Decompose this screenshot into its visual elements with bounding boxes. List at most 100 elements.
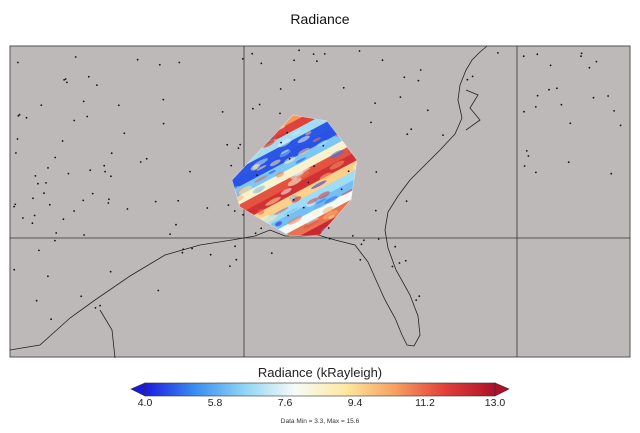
city-marker (18, 113, 21, 116)
city-marker (235, 258, 238, 261)
city-marker (592, 96, 595, 99)
city-marker (139, 161, 142, 163)
city-marker (497, 52, 499, 54)
city-marker (280, 141, 282, 144)
city-marker (17, 61, 19, 64)
city-marker (536, 94, 539, 97)
city-marker (33, 214, 36, 217)
city-marker (312, 53, 315, 55)
city-marker (595, 60, 598, 63)
city-marker (536, 53, 539, 56)
city-marker (419, 69, 422, 71)
city-marker (251, 52, 254, 55)
city-marker (83, 234, 85, 236)
city-marker (556, 87, 558, 90)
city-marker (206, 207, 209, 209)
city-marker (322, 144, 325, 147)
city-marker (62, 218, 65, 221)
city-marker (13, 205, 16, 208)
swath-band (232, 151, 357, 236)
city-marker (64, 78, 67, 80)
city-marker (32, 197, 34, 200)
city-marker (293, 79, 296, 81)
city-marker (522, 55, 525, 58)
city-marker (323, 53, 326, 55)
city-marker (110, 152, 113, 155)
city-marker (162, 98, 165, 101)
city-marker (17, 115, 20, 117)
city-marker (279, 112, 281, 115)
city-marker (359, 258, 362, 261)
city-marker (313, 165, 315, 168)
city-marker (394, 245, 397, 248)
city-marker (136, 58, 139, 61)
city-marker (230, 164, 233, 167)
city-marker (47, 275, 49, 278)
city-marker (307, 181, 310, 184)
city-marker (377, 238, 380, 240)
city-marker (270, 252, 273, 255)
city-marker (109, 270, 112, 273)
city-marker (405, 200, 408, 203)
city-marker (91, 192, 94, 195)
city-marker (260, 62, 263, 65)
city-marker (256, 174, 258, 177)
city-marker (580, 55, 582, 58)
city-marker (162, 122, 165, 125)
city-marker (316, 60, 318, 63)
city-marker (67, 172, 70, 175)
city-marker (73, 210, 75, 212)
colorbar-tick-label: 13.0 (484, 397, 506, 409)
city-marker (110, 175, 112, 178)
city-marker (123, 132, 126, 135)
city-marker (227, 204, 230, 207)
city-marker (610, 172, 613, 175)
city-marker (523, 110, 525, 113)
city-marker (293, 59, 295, 62)
city-marker (286, 131, 289, 134)
city-marker (158, 63, 161, 66)
city-marker (239, 143, 242, 146)
city-marker (342, 86, 345, 89)
city-marker (209, 253, 212, 256)
city-marker (360, 243, 363, 246)
city-marker (35, 299, 38, 302)
city-marker (234, 245, 237, 248)
city-marker (523, 165, 526, 167)
city-marker (48, 203, 51, 206)
city-marker (99, 304, 101, 307)
city-marker (221, 111, 224, 113)
city-marker (54, 156, 57, 159)
city-marker (567, 161, 570, 164)
city-marker (82, 199, 85, 202)
city-marker (399, 96, 402, 98)
city-marker (104, 170, 106, 173)
city-marker (340, 188, 343, 191)
city-marker (525, 150, 528, 152)
city-marker (103, 164, 106, 167)
city-marker (96, 84, 98, 86)
city-marker (466, 78, 469, 81)
city-marker (117, 104, 120, 107)
city-marker (418, 295, 421, 298)
city-marker (358, 50, 361, 52)
city-marker (569, 122, 572, 125)
city-marker (287, 214, 289, 217)
colorbar-tick-label: 7.6 (277, 397, 293, 409)
city-marker (560, 103, 563, 106)
city-marker (417, 79, 420, 82)
city-marker (442, 134, 444, 137)
city-marker (86, 115, 89, 118)
city-marker (181, 251, 184, 254)
city-marker (404, 259, 407, 262)
city-marker (298, 49, 300, 52)
city-marker (47, 167, 49, 169)
city-marker (534, 106, 537, 108)
city-marker (154, 200, 157, 203)
city-marker (178, 61, 181, 64)
city-marker (233, 210, 236, 212)
city-marker (415, 299, 418, 301)
city-marker (607, 95, 609, 97)
city-marker (229, 265, 231, 267)
